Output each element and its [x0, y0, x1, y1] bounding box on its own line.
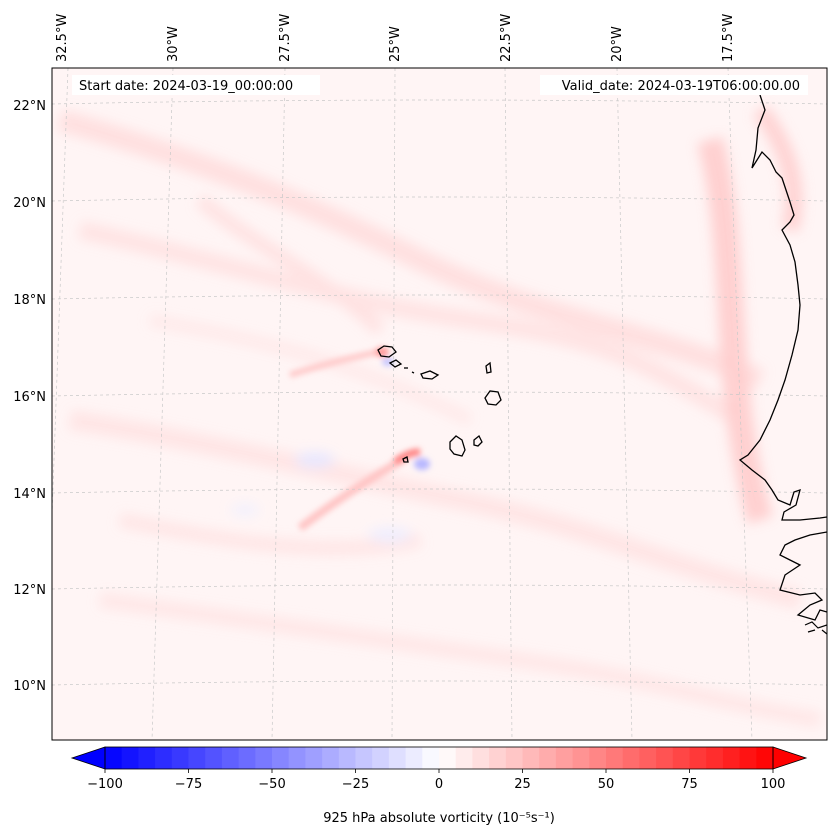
lat-label: 12°N — [13, 583, 46, 598]
colorbar-tick-label: 100 — [761, 777, 786, 792]
map-panel: Start date: 2024-03-19_00:00:00 Valid_da… — [51, 67, 828, 741]
colorbar-cell — [388, 747, 407, 769]
colorbar-cell — [238, 747, 256, 769]
colorbar-cell — [439, 747, 457, 769]
colorbar: −100 −75 −50 −25 0 25 50 75 100 925 hPa absolute… — [70, 746, 808, 826]
colorbar-cell — [171, 747, 189, 769]
colorbar-cell — [472, 747, 490, 769]
colorbar-tick-label: 0 — [435, 777, 443, 792]
colorbar-extend-low — [70, 746, 106, 770]
colorbar-cell — [539, 747, 557, 769]
colorbar-cell — [656, 747, 674, 769]
cape-verde-islands — [377, 345, 502, 463]
colorbar-cell — [338, 747, 356, 769]
colorbar-tick-label: −50 — [258, 777, 285, 792]
vorticity-field — [56, 104, 822, 728]
colorbar-tick-label: −25 — [342, 777, 369, 792]
colorbar-cell — [706, 747, 724, 769]
graticule — [52, 68, 827, 740]
colorbar-tick-label: 50 — [598, 777, 615, 792]
lon-label: 20°W — [610, 26, 625, 62]
colorbar-cell — [121, 747, 139, 769]
colorbar-cell — [572, 747, 590, 769]
colorbar-cell — [739, 747, 757, 769]
colorbar-cell — [205, 747, 223, 769]
lon-label: 22.5°W — [499, 14, 514, 62]
colorbar-cells — [105, 747, 774, 769]
colorbar-label: 925 hPa absolute vorticity (10⁻⁵s⁻¹) — [323, 811, 555, 826]
start-date-label: Start date: 2024-03-19_00:00:00 — [79, 79, 293, 94]
colorbar-cell — [606, 747, 624, 769]
lat-label: 16°N — [13, 390, 46, 405]
colorbar-cell — [522, 747, 540, 769]
colorbar-cell — [756, 747, 774, 769]
colorbar-cell — [489, 747, 507, 769]
colorbar-cell — [372, 747, 390, 769]
lon-label: 25°W — [388, 26, 403, 62]
colorbar-ticks: −100 −75 −50 −25 0 25 50 75 100 — [87, 769, 785, 792]
colorbar-cell — [722, 747, 741, 769]
colorbar-cell — [689, 747, 707, 769]
island-wakes — [289, 347, 430, 532]
colorbar-cell — [272, 747, 290, 769]
colorbar-cell — [138, 747, 156, 769]
colorbar-cell — [288, 747, 306, 769]
colorbar-cell — [305, 747, 323, 769]
colorbar-cell — [255, 747, 273, 769]
colorbar-tick-label: 25 — [514, 777, 531, 792]
lon-label: 30°W — [166, 26, 181, 62]
colorbar-tick-label: −100 — [87, 777, 123, 792]
africa-coastline — [738, 94, 827, 521]
map-frame — [51, 67, 828, 741]
lat-label: 20°N — [13, 196, 46, 211]
colorbar-cell — [639, 747, 657, 769]
lat-label: 18°N — [13, 293, 46, 308]
colorbar-cell — [422, 747, 440, 769]
colorbar-cell — [322, 747, 340, 769]
colorbar-cell — [405, 747, 423, 769]
colorbar-cell — [188, 747, 206, 769]
colorbar-cell — [355, 747, 373, 769]
lon-label: 17.5°W — [721, 14, 736, 62]
colorbar-cell — [672, 747, 690, 769]
valid-date-box — [540, 75, 808, 95]
africa-coastline-bits — [804, 621, 827, 635]
colorbar-extend-high — [772, 746, 808, 770]
colorbar-cell — [505, 747, 523, 769]
colorbar-cell — [589, 747, 607, 769]
longitude-labels: 32.5°W 30°W 27.5°W 25°W 22.5°W 20°W 17.5… — [55, 14, 736, 62]
colorbar-tick-label: −75 — [175, 777, 202, 792]
colorbar-tick-label: 75 — [681, 777, 698, 792]
africa-coastline-south — [779, 531, 827, 621]
colorbar-cell — [622, 747, 640, 769]
lon-label: 32.5°W — [55, 14, 70, 62]
start-date-box — [72, 75, 320, 95]
colorbar-cell — [555, 747, 574, 769]
valid-date-label: Valid_date: 2024-03-19T06:00:00.00 — [562, 79, 800, 94]
colorbar-cell — [455, 747, 473, 769]
colorbar-cell — [105, 747, 123, 769]
lat-label: 14°N — [13, 487, 46, 502]
colorbar-cell — [155, 747, 173, 769]
lat-label: 10°N — [13, 679, 46, 694]
latitude-labels: 22°N 20°N 18°N 16°N 14°N 12°N 10°N — [13, 99, 46, 694]
lat-label: 22°N — [13, 99, 46, 114]
lon-label: 27.5°W — [278, 14, 293, 62]
colorbar-cell — [221, 747, 240, 769]
